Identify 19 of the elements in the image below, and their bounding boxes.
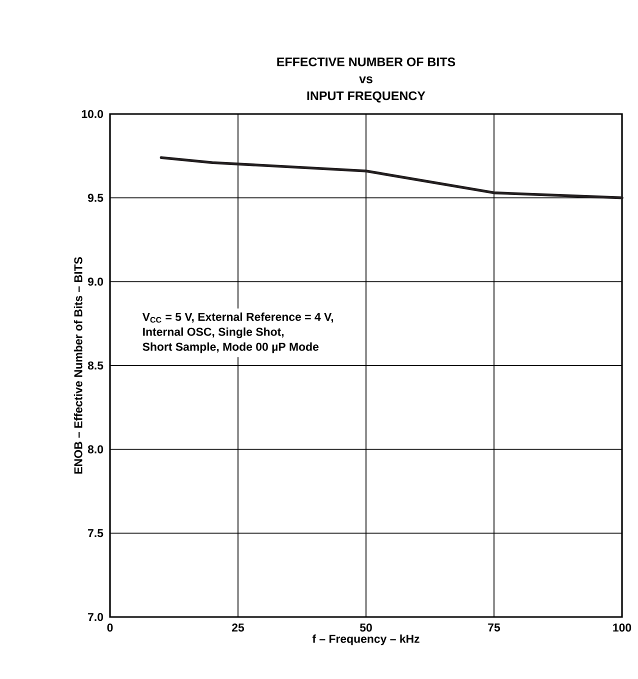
x-tick-label: 25: [232, 624, 244, 632]
annotation: Short Sample, Mode 00 µP Mode: [142, 342, 319, 354]
x-axis-title: f – Frequency – kHz: [312, 634, 420, 646]
annotation: V$_{CC}$ = 5 V, External Reference = 4 V,: [142, 312, 334, 323]
chart-title: EFFECTIVE NUMBER OF BITS vs INPUT FREQUENCY: [277, 57, 456, 103]
y-tick-label: 10.0: [82, 110, 104, 118]
y-tick-label: 9.0: [88, 278, 104, 286]
x-tick-label: 100: [613, 624, 632, 632]
y-tick-label: 9.5: [88, 194, 104, 202]
x-tick-label: 50: [360, 624, 372, 632]
y-axis-title: ENOB – Effective Number of Bits – BITS: [74, 257, 82, 474]
y-tick-label: 7.5: [88, 529, 104, 538]
line-series: [160, 156, 624, 200]
x-tick-label: 75: [488, 624, 500, 632]
annotation: Internal OSC, Single Shot,: [143, 327, 284, 338]
x-tick-label: 0: [107, 624, 113, 632]
y-tick-label: 7.0: [88, 612, 104, 622]
y-tick-label: 8.5: [88, 361, 104, 370]
y-tick-label: 8.0: [88, 445, 104, 454]
